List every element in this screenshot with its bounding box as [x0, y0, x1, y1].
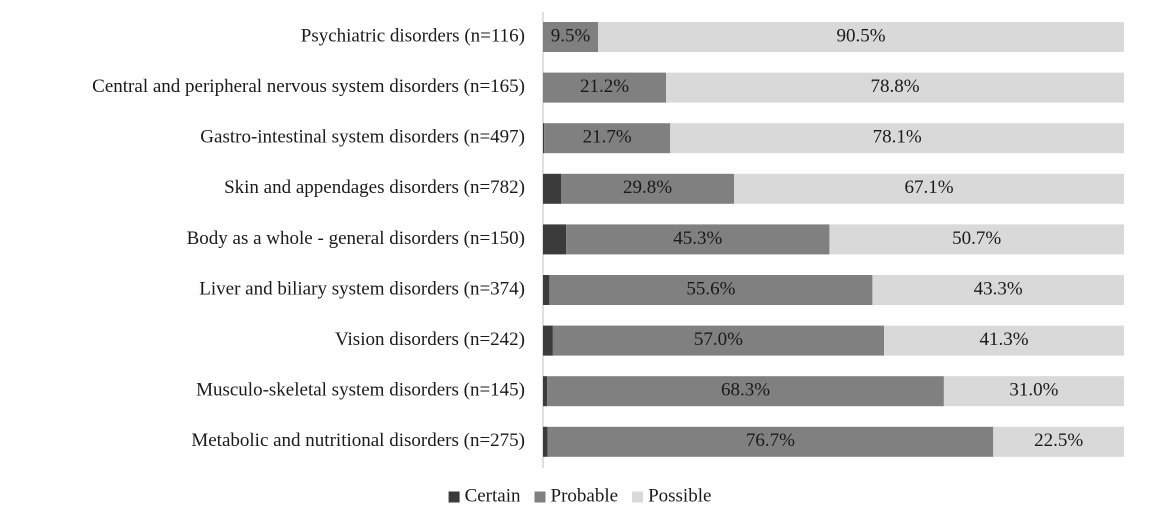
category-label: Body as a whole - general disorders (n=1… — [187, 228, 525, 249]
data-label: 31.0% — [1009, 380, 1058, 401]
bar-segment-possible — [993, 426, 1124, 457]
data-label: 67.1% — [905, 177, 954, 198]
bar-segment-probable — [544, 123, 671, 154]
category-label: Gastro-intestinal system disorders (n=49… — [200, 127, 525, 148]
data-label: 9.5% — [551, 25, 591, 46]
bar-segment-probable — [549, 275, 873, 305]
bar-segment-probable — [552, 325, 885, 356]
data-label: 78.1% — [873, 127, 922, 148]
bar-segment-certain — [543, 325, 553, 356]
data-label: 76.7% — [746, 430, 795, 451]
bar-segment-possible — [884, 325, 1124, 356]
bar-segment-possible — [670, 123, 1124, 154]
data-label: 41.3% — [979, 329, 1028, 350]
legend-item-possible: Possible — [632, 485, 711, 506]
data-label: 57.0% — [694, 329, 743, 350]
bar-segment-possible — [872, 275, 1124, 305]
bar-segment-possible — [666, 72, 1124, 103]
bar-segment-probable — [561, 173, 735, 204]
bars-group — [543, 22, 1124, 457]
category-labels: Psychiatric disorders (n=116) Central and… — [92, 25, 525, 451]
legend: Certain Probable Possible — [448, 485, 711, 506]
category-label: Psychiatric disorders (n=116) — [301, 25, 525, 46]
data-label: 21.2% — [580, 76, 629, 97]
legend-label: Possible — [648, 485, 711, 506]
bar-segment-certain — [543, 123, 545, 154]
bar-segment-possible — [829, 224, 1124, 255]
category-label: Skin and appendages disorders (n=782) — [224, 177, 525, 198]
category-label: Vision disorders (n=242) — [335, 329, 525, 350]
data-label: 21.7% — [583, 127, 632, 148]
bar-segment-certain — [543, 173, 562, 204]
legend-swatch — [632, 491, 644, 503]
bar-segment-possible — [598, 22, 1124, 52]
bar-segment-probable — [543, 22, 599, 52]
data-label: 55.6% — [686, 278, 735, 299]
legend-swatch — [534, 491, 546, 503]
category-label: Musculo-skeletal system disorders (n=145… — [196, 380, 525, 401]
data-label: 29.8% — [623, 177, 672, 198]
bar-segment-certain — [543, 224, 567, 255]
bar-segment-probable — [547, 376, 944, 407]
data-label: 43.3% — [974, 278, 1023, 299]
category-label: Metabolic and nutritional disorders (n=2… — [191, 430, 525, 451]
data-label: 50.7% — [952, 228, 1001, 249]
legend-swatch — [448, 491, 460, 503]
data-label: 78.8% — [871, 76, 920, 97]
legend-item-certain: Certain — [448, 485, 521, 506]
data-labels: 9.5% 90.5% 21.2% 78.8% 21.7% 78.1% 29.8% 67.1% 4… — [551, 25, 1084, 451]
legend-label: Probable — [551, 485, 619, 506]
bar-segment-probable — [547, 426, 994, 457]
bar-segment-probable — [543, 72, 667, 103]
category-label: Central and peripheral nervous system di… — [92, 76, 525, 97]
bar-segment-possible — [734, 173, 1124, 204]
bar-segment-certain — [543, 426, 548, 457]
data-label: 22.5% — [1034, 430, 1083, 451]
bar-segment-certain — [543, 275, 550, 305]
bar-segment-probable — [566, 224, 830, 255]
legend-item-probable: Probable — [534, 485, 619, 506]
data-label: 68.3% — [721, 380, 770, 401]
legend-label: Certain — [465, 485, 521, 506]
bar-segment-certain — [543, 376, 548, 407]
data-label: 45.3% — [673, 228, 722, 249]
category-label: Liver and biliary system disorders (n=37… — [199, 278, 525, 299]
bar-segment-possible — [943, 376, 1124, 407]
data-label: 90.5% — [837, 25, 886, 46]
